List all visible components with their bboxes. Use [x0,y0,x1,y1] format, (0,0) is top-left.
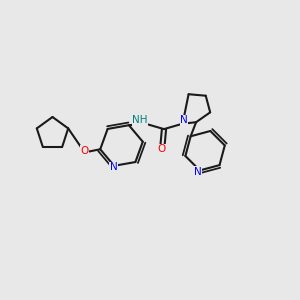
Text: O: O [80,146,89,156]
Text: O: O [158,144,166,154]
Text: N: N [194,167,201,177]
Text: N: N [110,162,118,172]
Text: NH: NH [132,115,148,125]
Text: N: N [180,115,188,125]
